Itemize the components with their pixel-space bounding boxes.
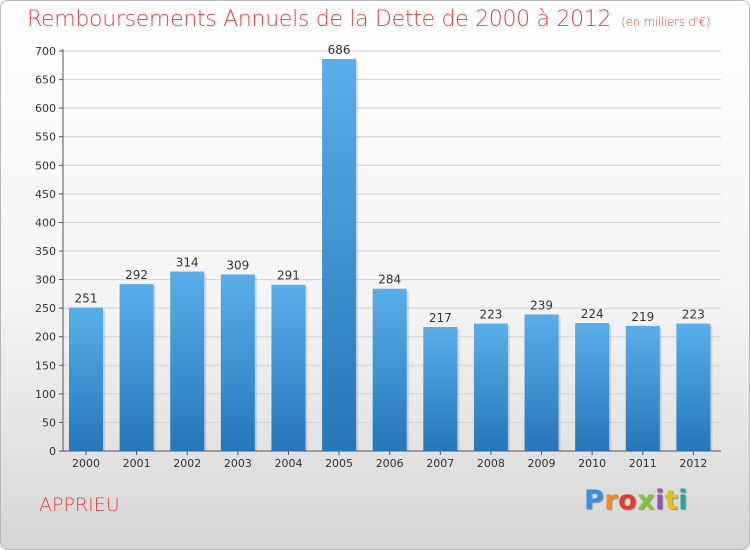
x-tick-label: 2002	[173, 457, 201, 470]
x-tick-label: 2005	[325, 457, 353, 470]
logo-letter: o	[618, 485, 637, 516]
place-name: APPRIEU	[39, 494, 120, 516]
proxiti-logo: Proxiti	[584, 485, 688, 516]
bar	[575, 323, 609, 451]
data-label: 291	[277, 269, 300, 283]
bar	[221, 274, 255, 451]
logo-letter: i	[678, 485, 688, 516]
y-tick-label: 0	[49, 445, 56, 458]
data-label: 292	[125, 268, 148, 282]
x-tick-label: 2009	[528, 457, 556, 470]
bar	[322, 59, 356, 451]
y-tick-label: 400	[35, 216, 56, 229]
logo-letter: x	[637, 485, 655, 516]
x-tick-label: 2010	[578, 457, 606, 470]
bar	[525, 314, 559, 451]
y-tick-label: 450	[35, 188, 56, 201]
x-tick-label: 2003	[224, 457, 252, 470]
data-label: 309	[226, 258, 249, 272]
y-tick-label: 50	[42, 416, 56, 429]
logo-letter: i	[655, 485, 665, 516]
logo-letter: P	[584, 485, 604, 516]
bar	[271, 285, 305, 451]
bar	[626, 326, 660, 451]
y-tick-label: 550	[35, 131, 56, 144]
y-tick-label: 300	[35, 274, 56, 287]
x-tick-label: 2012	[679, 457, 707, 470]
y-tick-label: 350	[35, 245, 56, 258]
data-label: 223	[479, 308, 502, 322]
x-tick-label: 2001	[123, 457, 151, 470]
x-tick-label: 2008	[477, 457, 505, 470]
x-tick-label: 2007	[426, 457, 454, 470]
x-tick-label: 2011	[629, 457, 657, 470]
data-label: 219	[631, 310, 654, 324]
y-tick-label: 650	[35, 74, 56, 87]
data-label: 217	[429, 311, 452, 325]
y-tick-label: 250	[35, 302, 56, 315]
bar	[676, 324, 710, 451]
x-tick-label: 2000	[72, 457, 100, 470]
y-tick-label: 200	[35, 331, 56, 344]
x-tick-label: 2006	[376, 457, 404, 470]
data-label: 239	[530, 298, 553, 312]
bar	[69, 308, 103, 451]
bar	[423, 327, 457, 451]
x-tick-label: 2004	[274, 457, 302, 470]
y-tick-label: 700	[35, 45, 56, 58]
bar	[373, 289, 407, 451]
y-tick-label: 150	[35, 359, 56, 372]
bar	[170, 272, 204, 451]
data-label: 223	[682, 308, 705, 322]
logo-letter: t	[665, 485, 678, 516]
data-label: 314	[176, 256, 199, 270]
data-label: 686	[328, 43, 351, 57]
data-label: 251	[75, 292, 98, 306]
y-tick-label: 100	[35, 388, 56, 401]
data-label: 284	[378, 273, 401, 287]
data-label: 224	[581, 307, 604, 321]
bar	[120, 284, 154, 451]
y-tick-label: 500	[35, 159, 56, 172]
logo-letter: r	[604, 485, 618, 516]
bar-chart: 0 50 100 150 200 250 300 350 400 450 500 550 600 650 7…	[1, 1, 750, 481]
y-tick-label: 600	[35, 102, 56, 115]
bar	[474, 324, 508, 451]
